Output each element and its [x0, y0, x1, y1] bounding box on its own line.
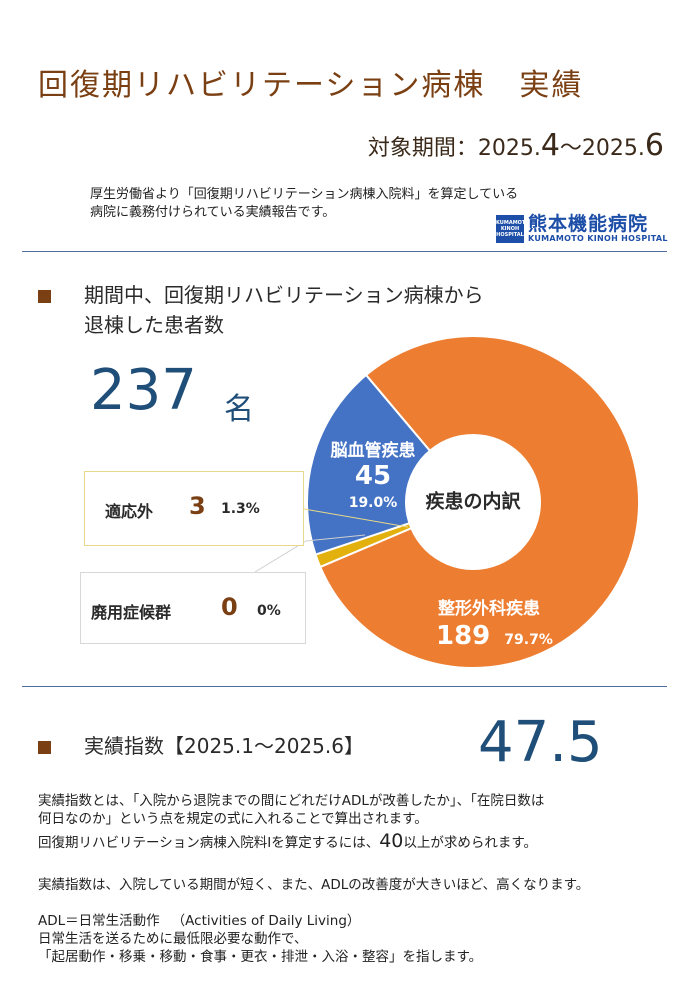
- slice-label-orthopedic: 整形外科疾患 189 79.7%: [436, 594, 553, 651]
- performance-index-value: 47.5: [478, 710, 603, 775]
- slice-value: 189: [436, 621, 491, 651]
- discharge-count-unit: 名: [224, 392, 254, 427]
- callout-out-of-scope: 適応外 3 1.3%: [84, 471, 304, 546]
- divider-top: [22, 251, 667, 252]
- slice-percent: 1.3%: [221, 501, 260, 517]
- logo-name-en: KUMAMOTO KINOH HOSPITAL: [528, 234, 668, 243]
- slice-percent: 19.0%: [348, 495, 398, 511]
- section-marker: [38, 290, 51, 303]
- index-definition: 実績指数とは、「入院から退院までの間にどれだけADLが改善したか」、「在院日数は…: [38, 793, 545, 827]
- section-heading-discharge: 期間中、回復期リハビリテーション病棟から 退棟した患者数: [84, 283, 484, 337]
- index-requirement: 回復期リハビリテーション病棟入院料Ⅰを算定するには、40以上が求められます。: [38, 830, 538, 852]
- slice-value: 3: [189, 492, 206, 520]
- slice-value: 0: [221, 593, 238, 621]
- logo-name-jp: 熊本機能病院: [528, 213, 649, 235]
- callout-disuse-syndrome: 廃用症候群 0 0%: [80, 572, 306, 644]
- slice-label-cerebrovascular: 脳血管疾患 45 19.0%: [318, 436, 428, 511]
- slice-name: 適応外: [105, 502, 154, 521]
- target-period: 対象期間：2025.4～2025.6: [367, 128, 664, 163]
- donut-center-label: 疾患の内訳: [425, 490, 521, 513]
- divider-middle: [22, 686, 667, 687]
- slice-name: 整形外科疾患: [438, 599, 540, 619]
- section-marker: [38, 741, 51, 754]
- page-title: 回復期リハビリテーション病棟 実績: [38, 68, 584, 103]
- slice-percent: 0%: [257, 603, 281, 619]
- index-explanation: 実績指数は、入院している期間が短く、また、ADLの改善度が大きいほど、高くなりま…: [38, 877, 590, 893]
- leader-line-disuse: [254, 534, 366, 573]
- discharge-count: 237: [90, 358, 197, 423]
- logo-mark: KUMAMOTO KINOH HOSPITAL: [496, 214, 530, 243]
- slice-percent: 79.7%: [504, 632, 553, 648]
- hospital-logo: KUMAMOTO KINOH HOSPITAL 熊本機能病院 KUMAMOTO …: [496, 214, 668, 243]
- donut-hole: [405, 434, 541, 570]
- section-heading-index: 実績指数【2025.1～2025.6】: [84, 734, 364, 758]
- leader-line-out-of-scope: [303, 508, 409, 528]
- adl-definition: ADL＝日常生活動作 （Activities of Daily Living） 日…: [38, 913, 483, 965]
- slice-name: 廃用症候群: [91, 603, 172, 622]
- intro-text: 厚生労働省より「回復期リハビリテーション病棟入院料」を算定している 病院に義務付…: [90, 187, 519, 220]
- slice-name: 脳血管疾患: [330, 441, 416, 461]
- slice-value: 45: [354, 461, 392, 491]
